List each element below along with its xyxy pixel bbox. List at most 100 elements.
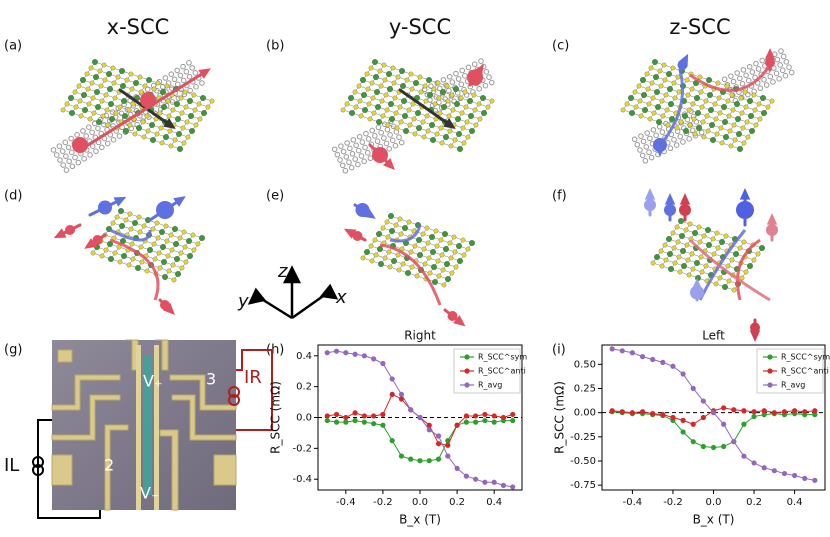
atom: [670, 230, 676, 236]
atom: [743, 104, 749, 110]
atom: [753, 122, 759, 128]
y-tick-label: 0.2: [296, 382, 312, 393]
atom: [747, 98, 753, 104]
atom: [377, 246, 383, 252]
atom: [421, 134, 427, 140]
atom: [666, 236, 672, 242]
atom: [463, 104, 469, 110]
atom: [172, 226, 178, 232]
carbon: [344, 140, 350, 146]
atom: [109, 116, 115, 122]
carbon: [86, 124, 92, 130]
atom: [440, 267, 446, 273]
atom: [150, 137, 156, 143]
atom: [723, 233, 729, 239]
atom: [168, 143, 174, 149]
atom: [657, 68, 663, 74]
y-tick-label: 0.0: [296, 413, 312, 424]
data-point: [710, 410, 717, 416]
carbon: [375, 124, 382, 131]
data-point: [371, 356, 377, 362]
atom: [385, 234, 391, 240]
data-point: [361, 413, 367, 419]
atom: [667, 86, 673, 92]
atom: [129, 241, 135, 247]
atom: [170, 262, 176, 268]
legend-label: R_SCC^sym: [781, 353, 830, 362]
carbon: [721, 76, 728, 83]
data-point: [473, 419, 479, 425]
carbon: [56, 143, 63, 149]
data-point: [670, 363, 676, 369]
atom: [106, 71, 112, 77]
data-point: [454, 465, 460, 472]
atom: [111, 80, 117, 86]
arrow-head: [198, 68, 211, 79]
data-point: [741, 421, 747, 427]
carbon: [653, 132, 659, 139]
atom: [728, 143, 734, 149]
carbon: [743, 72, 749, 79]
atom: [448, 255, 454, 261]
data-point: [324, 350, 330, 356]
atom: [448, 143, 454, 149]
atom: [460, 125, 466, 131]
atom: [650, 95, 656, 101]
atom: [340, 107, 346, 113]
panel-label: (c): [552, 39, 569, 54]
atom: [670, 65, 676, 71]
atom: [382, 255, 388, 261]
carbon: [356, 133, 363, 140]
data-point: [361, 419, 367, 425]
atom: [664, 107, 670, 113]
atom: [694, 95, 700, 101]
atom: [85, 86, 91, 92]
carbon: [774, 56, 781, 63]
atom: [738, 95, 744, 101]
data-point: [426, 422, 432, 428]
data-point: [700, 414, 706, 421]
legend-marker: [464, 368, 470, 374]
atom: [445, 98, 451, 104]
carbon: [777, 62, 783, 68]
atom: [705, 128, 711, 134]
device-label: IR: [244, 367, 262, 388]
device-micrograph: [51, 339, 237, 511]
arrow-head: [644, 188, 656, 200]
atom: [402, 225, 408, 231]
carbon: [753, 60, 759, 67]
axis-symbol: y: [237, 291, 249, 312]
atom: [467, 98, 473, 104]
carbon: [650, 127, 657, 133]
atom: [133, 80, 139, 86]
atom: [685, 92, 691, 98]
current-path: [389, 224, 422, 243]
carbon: [383, 140, 390, 147]
spin: [677, 60, 688, 70]
data-point: [491, 479, 497, 485]
y-tick-label: -0.25: [570, 432, 596, 443]
data-point: [680, 371, 686, 377]
carbon: [788, 69, 795, 76]
atom: [103, 247, 109, 253]
spin: [65, 225, 75, 235]
atom: [400, 83, 406, 89]
atom: [378, 83, 384, 89]
carbon: [199, 80, 205, 86]
carbon: [398, 139, 405, 146]
spin: [467, 69, 483, 86]
atom: [404, 77, 410, 83]
atom: [457, 258, 463, 264]
axis-symbol: x: [335, 287, 347, 308]
atom: [413, 80, 419, 86]
atom: [703, 263, 709, 269]
atom: [362, 107, 368, 113]
carbon: [773, 70, 780, 77]
carbon: [478, 58, 484, 64]
atom: [400, 261, 406, 267]
atom: [713, 281, 719, 287]
atom: [424, 113, 430, 119]
carbon: [449, 79, 456, 85]
data-point: [500, 414, 507, 421]
atom: [461, 252, 467, 258]
